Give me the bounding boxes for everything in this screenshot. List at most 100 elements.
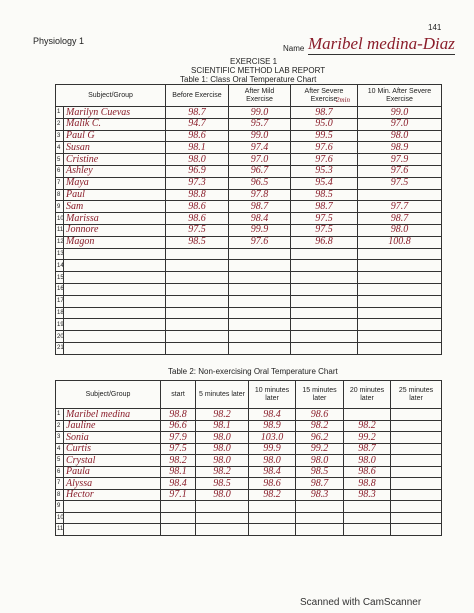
temperature [390,442,442,455]
temperature [165,282,229,296]
temperature: 98.3 [295,488,344,501]
temperature: 97.3 [165,176,229,190]
temperature [343,523,391,536]
temperature: 98.0 [343,454,391,467]
temperature: 98.5 [195,477,249,490]
table-row: 5 Crystal 98.2 98.0 98.0 98.0 98.0 [55,454,442,467]
subject [63,294,166,308]
row-number: 2 [55,117,64,131]
temperature [290,271,358,284]
row-number: 18 [55,306,64,320]
table-row: 2 Malik C. 94.7 95.7 95.0 97.0 [55,117,442,131]
temperature [228,271,291,284]
temperature [357,318,442,332]
column-header: 20 minutes later [343,380,391,409]
course: Physiology 1 [33,36,85,46]
temperature: 94.7 [165,117,229,131]
row-number: 11 [55,223,64,237]
temperature: 98.7 [228,200,291,214]
temperature [295,500,344,513]
temperature: 98.6 [248,477,296,490]
temperature: 99.9 [248,442,296,455]
temperature: 97.0 [357,117,442,131]
temperature: 98.8 [160,408,196,421]
temperature: 99.2 [295,442,344,455]
temperature [290,341,358,355]
temperature [343,408,391,421]
row-number: 12 [55,235,64,249]
temperature: 99.0 [228,129,291,143]
row-number: 4 [55,442,64,455]
temperature: 97.9 [160,431,196,444]
table-row: 12 Magon 98.5 97.6 96.8 100.8 [55,235,442,249]
student-name: Maribel medina-Diaz [308,34,455,55]
subject: Paula [63,465,161,478]
column-header: start [160,380,196,409]
header-row: Subject/Group start 5 minutes later 10 minu… [55,380,442,409]
temperature: 98.6 [165,200,229,214]
temperature: 98.6 [343,465,391,478]
temperature: 97.5 [290,212,358,225]
subject [63,282,166,296]
temperature: 98.0 [357,223,442,237]
row-number: 3 [55,431,64,444]
column-header: After Mild Exercise [228,84,291,107]
row-number: 10 [55,212,64,225]
temperature: 98.2 [295,419,344,432]
temperature: 98.6 [165,212,229,225]
row-number: 6 [55,164,64,178]
subject: Hector [63,488,161,501]
temperature [290,294,358,308]
temperature [390,419,442,432]
temperature: 95.0 [290,117,358,131]
subject: Sam [63,200,166,214]
temperature [290,259,358,273]
row-number: 17 [55,294,64,308]
temperature: 98.0 [195,454,249,467]
subject: Jauline [63,419,161,432]
table-1: Subject/Group Before Exercise After Mild E… [55,84,442,355]
temperature [290,282,358,296]
temperature: 98.4 [248,465,296,478]
temperature [228,341,291,355]
table-row: 5 Cristine 98.0 97.0 97.6 97.9 [55,153,442,166]
temperature: 97.6 [228,235,291,249]
subject: Malik C. [63,117,166,131]
table-row: 20 [55,330,442,343]
table-row: 18 [55,306,442,320]
temperature [390,431,442,444]
temperature [357,282,442,296]
temperature [228,318,291,332]
temperature: 98.8 [165,188,229,202]
column-header: 10 Min. After Severe Exercise [357,84,442,107]
temperature: 98.1 [195,419,249,432]
row-number: 6 [55,465,64,478]
table-row: 9 Sam 98.6 98.7 98.7 97.7 [55,200,442,214]
temperature [195,523,249,536]
table-row: 4 Susan 98.1 97.4 97.6 98.9 [55,141,442,155]
temperature [343,500,391,513]
temperature: 98.0 [195,431,249,444]
temperature [165,318,229,332]
temperature: 98.5 [165,235,229,249]
table-row: 19 [55,318,442,332]
row-number: 9 [55,200,64,214]
row-number: 10 [55,511,64,524]
temperature: 98.2 [195,408,249,421]
temperature: 97.6 [357,164,442,178]
temperature: 97.5 [357,176,442,190]
table-row: 7 Alyssa 98.4 98.5 98.6 98.7 98.8 [55,477,442,490]
name-label: Name [283,44,305,53]
temperature [165,330,229,343]
table-row: 3 Paul G 98.6 99.0 99.5 98.0 [55,129,442,143]
temperature: 97.7 [357,200,442,214]
subject: Marissa [63,212,166,225]
temperature [390,488,442,501]
temperature [228,282,291,296]
row-number: 19 [55,318,64,332]
subject: Ashley [63,164,166,178]
temperature: 96.9 [165,164,229,178]
temperature: 97.0 [228,153,291,166]
temperature: 98.7 [357,212,442,225]
